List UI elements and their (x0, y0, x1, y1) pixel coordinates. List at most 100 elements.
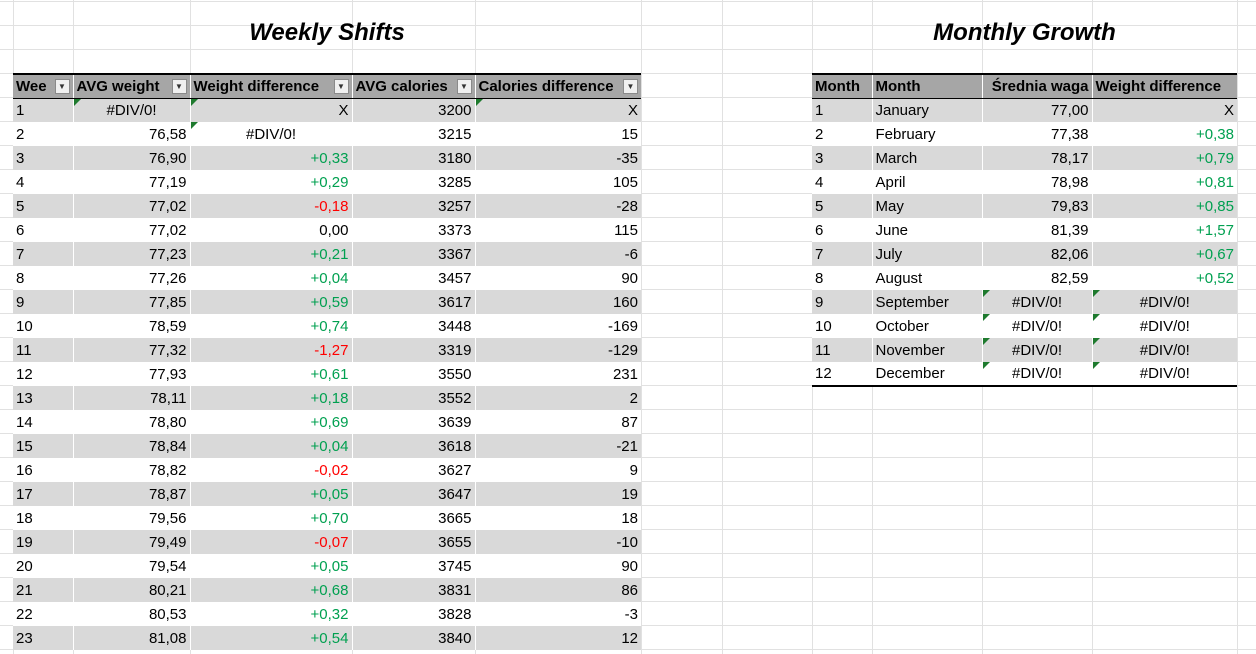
weekly-cell-cdiff[interactable]: 19 (475, 482, 641, 506)
weekly-cell-cal[interactable]: 3840 (352, 626, 476, 650)
weekly-cell-weight[interactable]: 77,02 (73, 218, 191, 242)
weekly-cell-cdiff[interactable]: -129 (475, 338, 641, 362)
monthly-cell-weight[interactable]: 78,98 (982, 170, 1093, 194)
monthly-cell-num[interactable]: 2 (812, 122, 873, 146)
weekly-cell-cdiff[interactable]: 115 (475, 218, 641, 242)
monthly-cell-wdiff[interactable]: +0,79 (1092, 146, 1237, 170)
monthly-cell-num[interactable]: 5 (812, 194, 873, 218)
weekly-cell-cdiff[interactable]: 12 (475, 626, 641, 650)
weekly-cell-wdiff[interactable]: X (190, 98, 353, 122)
weekly-cell-cal[interactable]: 3180 (352, 146, 476, 170)
monthly-cell-weight[interactable]: 78,17 (982, 146, 1093, 170)
monthly-cell-weight[interactable]: #DIV/0! (982, 338, 1093, 362)
weekly-cell-cal[interactable]: 3215 (352, 122, 476, 146)
monthly-cell-name[interactable]: November (872, 338, 983, 362)
monthly-cell-weight[interactable]: 79,83 (982, 194, 1093, 218)
weekly-cell-cal[interactable]: 3373 (352, 218, 476, 242)
weekly-cell-wdiff[interactable]: +0,70 (190, 506, 353, 530)
weekly-cell-week[interactable]: 22 (13, 602, 74, 626)
monthly-cell-num[interactable]: 12 (812, 362, 873, 387)
monthly-cell-wdiff[interactable]: +0,38 (1092, 122, 1237, 146)
weekly-header-cell[interactable]: AVG weight ▼ (73, 73, 191, 99)
monthly-cell-name[interactable]: June (872, 218, 983, 242)
monthly-cell-weight[interactable]: #DIV/0! (982, 362, 1093, 387)
weekly-cell-cdiff[interactable]: 231 (475, 362, 641, 386)
monthly-header-cell[interactable]: Średnia waga (982, 73, 1093, 99)
weekly-cell-wdiff[interactable]: +0,54 (190, 626, 353, 650)
monthly-cell-wdiff[interactable]: #DIV/0! (1092, 362, 1237, 387)
weekly-cell-week[interactable]: 18 (13, 506, 74, 530)
weekly-header-cell[interactable]: Calories difference ▼ (475, 73, 641, 99)
weekly-cell-cal[interactable]: 3639 (352, 410, 476, 434)
weekly-cell-weight[interactable]: 77,85 (73, 290, 191, 314)
weekly-cell-cal[interactable]: 3647 (352, 482, 476, 506)
weekly-cell-wdiff[interactable]: +0,68 (190, 578, 353, 602)
weekly-cell-cal[interactable]: 3655 (352, 530, 476, 554)
weekly-cell-week[interactable]: 15 (13, 434, 74, 458)
weekly-cell-cal[interactable]: 3457 (352, 266, 476, 290)
monthly-cell-name[interactable]: March (872, 146, 983, 170)
monthly-cell-num[interactable]: 11 (812, 338, 873, 362)
weekly-cell-weight[interactable]: 77,19 (73, 170, 191, 194)
weekly-cell-week[interactable]: 8 (13, 266, 74, 290)
filter-dropdown-icon[interactable]: ▼ (623, 79, 638, 94)
weekly-cell-weight[interactable]: 81,08 (73, 626, 191, 650)
monthly-cell-wdiff[interactable]: #DIV/0! (1092, 314, 1237, 338)
weekly-cell-wdiff[interactable]: +0,04 (190, 434, 353, 458)
weekly-cell-cdiff[interactable]: 2 (475, 386, 641, 410)
weekly-cell-week[interactable]: 12 (13, 362, 74, 386)
weekly-cell-wdiff[interactable]: +0,18 (190, 386, 353, 410)
monthly-cell-weight[interactable]: 77,00 (982, 98, 1093, 122)
monthly-cell-wdiff[interactable]: +0,52 (1092, 266, 1237, 290)
weekly-cell-wdiff[interactable]: +0,33 (190, 146, 353, 170)
weekly-header-cell[interactable]: AVG calories ▼ (352, 73, 476, 99)
weekly-cell-week[interactable]: 4 (13, 170, 74, 194)
weekly-cell-week[interactable]: 21 (13, 578, 74, 602)
weekly-cell-wdiff[interactable]: +0,05 (190, 554, 353, 578)
monthly-cell-weight[interactable]: 81,39 (982, 218, 1093, 242)
weekly-cell-week[interactable]: 10 (13, 314, 74, 338)
weekly-cell-cal[interactable]: 3367 (352, 242, 476, 266)
monthly-header-cell[interactable]: Weight difference (1092, 73, 1237, 99)
weekly-cell-cdiff[interactable]: -169 (475, 314, 641, 338)
weekly-cell-week[interactable]: 14 (13, 410, 74, 434)
monthly-cell-wdiff[interactable]: +0,67 (1092, 242, 1237, 266)
monthly-cell-name[interactable]: January (872, 98, 983, 122)
weekly-cell-cdiff[interactable]: -28 (475, 194, 641, 218)
weekly-cell-cal[interactable]: 3828 (352, 602, 476, 626)
weekly-cell-week[interactable]: 13 (13, 386, 74, 410)
weekly-cell-cal[interactable]: 3831 (352, 578, 476, 602)
weekly-header-cell[interactable]: Weight difference ▼ (190, 73, 353, 99)
weekly-cell-wdiff[interactable]: -1,27 (190, 338, 353, 362)
weekly-cell-week[interactable]: 19 (13, 530, 74, 554)
weekly-cell-weight[interactable]: 78,11 (73, 386, 191, 410)
weekly-cell-wdiff[interactable]: -0,02 (190, 458, 353, 482)
weekly-cell-wdiff[interactable]: +0,69 (190, 410, 353, 434)
monthly-cell-name[interactable]: April (872, 170, 983, 194)
weekly-cell-cdiff[interactable]: 105 (475, 170, 641, 194)
weekly-cell-cal[interactable]: 3618 (352, 434, 476, 458)
weekly-cell-weight[interactable]: 76,58 (73, 122, 191, 146)
weekly-cell-wdiff[interactable]: -0,18 (190, 194, 353, 218)
monthly-cell-wdiff[interactable]: #DIV/0! (1092, 290, 1237, 314)
monthly-cell-name[interactable]: February (872, 122, 983, 146)
weekly-cell-wdiff[interactable]: +0,05 (190, 482, 353, 506)
weekly-cell-cdiff[interactable]: 86 (475, 578, 641, 602)
weekly-cell-cdiff[interactable]: -21 (475, 434, 641, 458)
monthly-cell-weight[interactable]: 82,59 (982, 266, 1093, 290)
weekly-cell-cal[interactable]: 3617 (352, 290, 476, 314)
weekly-cell-weight[interactable]: 78,59 (73, 314, 191, 338)
weekly-cell-cdiff[interactable]: 160 (475, 290, 641, 314)
weekly-cell-weight[interactable]: 80,21 (73, 578, 191, 602)
weekly-cell-cdiff[interactable]: 15 (475, 122, 641, 146)
monthly-cell-weight[interactable]: 77,38 (982, 122, 1093, 146)
filter-dropdown-icon[interactable]: ▼ (333, 79, 349, 94)
monthly-cell-name[interactable]: May (872, 194, 983, 218)
weekly-cell-week[interactable]: 2 (13, 122, 74, 146)
weekly-cell-week[interactable]: 6 (13, 218, 74, 242)
monthly-header-cell[interactable]: Month (872, 73, 983, 99)
monthly-cell-name[interactable]: August (872, 266, 983, 290)
weekly-cell-week[interactable]: 11 (13, 338, 74, 362)
weekly-cell-weight[interactable]: 78,84 (73, 434, 191, 458)
weekly-cell-week[interactable]: 1 (13, 98, 74, 122)
